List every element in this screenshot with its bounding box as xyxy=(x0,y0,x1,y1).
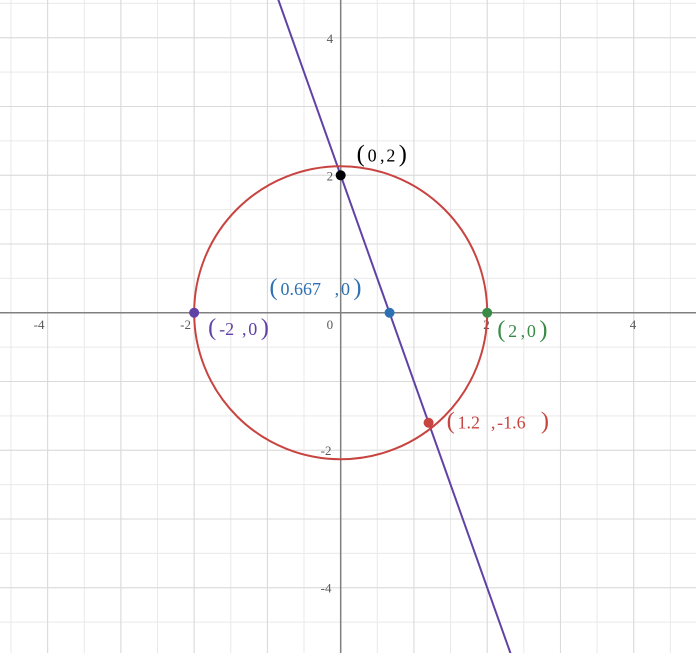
svg-text:): ) xyxy=(353,274,361,301)
data-point xyxy=(424,418,434,428)
svg-text:0: 0 xyxy=(527,321,536,341)
svg-text:2: 2 xyxy=(508,321,517,341)
plot-svg: -4-224-4-2240(0,2)(-2,0)(0.667,0)(2,0)(1… xyxy=(0,0,696,653)
y-tick-label: -2 xyxy=(321,443,332,458)
coordinate-plot: -4-224-4-2240(0,2)(-2,0)(0.667,0)(2,0)(1… xyxy=(0,0,696,653)
svg-text:,: , xyxy=(380,145,385,165)
svg-text:,: , xyxy=(521,321,526,341)
x-tick-label: -4 xyxy=(34,317,45,332)
data-point xyxy=(336,170,346,180)
point-label: (0,2) xyxy=(357,140,407,167)
svg-text:-1.6: -1.6 xyxy=(497,413,526,433)
y-tick-label: 2 xyxy=(327,168,334,183)
y-tick-label: -4 xyxy=(321,581,332,596)
svg-text:(: ( xyxy=(447,408,455,435)
svg-text:(: ( xyxy=(208,314,216,341)
x-tick-label: 4 xyxy=(630,317,637,332)
svg-text:0.667: 0.667 xyxy=(280,279,321,299)
svg-text:): ) xyxy=(261,314,269,341)
svg-text:(: ( xyxy=(270,274,278,301)
svg-text:0: 0 xyxy=(248,319,257,339)
point-label: (0.667,0) xyxy=(270,274,362,301)
svg-text:,: , xyxy=(335,279,340,299)
svg-text:): ) xyxy=(399,140,407,167)
y-tick-label: 4 xyxy=(327,31,334,46)
svg-text:,: , xyxy=(491,413,496,433)
svg-text:2: 2 xyxy=(386,145,395,165)
svg-text:(: ( xyxy=(357,140,365,167)
svg-text:,: , xyxy=(242,319,247,339)
svg-text:): ) xyxy=(539,316,547,343)
svg-text:(: ( xyxy=(497,316,505,343)
data-point xyxy=(189,308,199,318)
data-point xyxy=(482,308,492,318)
x-tick-label: -2 xyxy=(180,317,191,332)
svg-text:0: 0 xyxy=(368,145,377,165)
data-point xyxy=(385,308,395,318)
point-label: (2,0) xyxy=(497,316,547,343)
svg-text:0: 0 xyxy=(341,279,350,299)
svg-text:-2: -2 xyxy=(219,319,234,339)
svg-text:): ) xyxy=(541,408,549,435)
origin-label: 0 xyxy=(327,317,334,332)
svg-text:1.2: 1.2 xyxy=(458,413,481,433)
